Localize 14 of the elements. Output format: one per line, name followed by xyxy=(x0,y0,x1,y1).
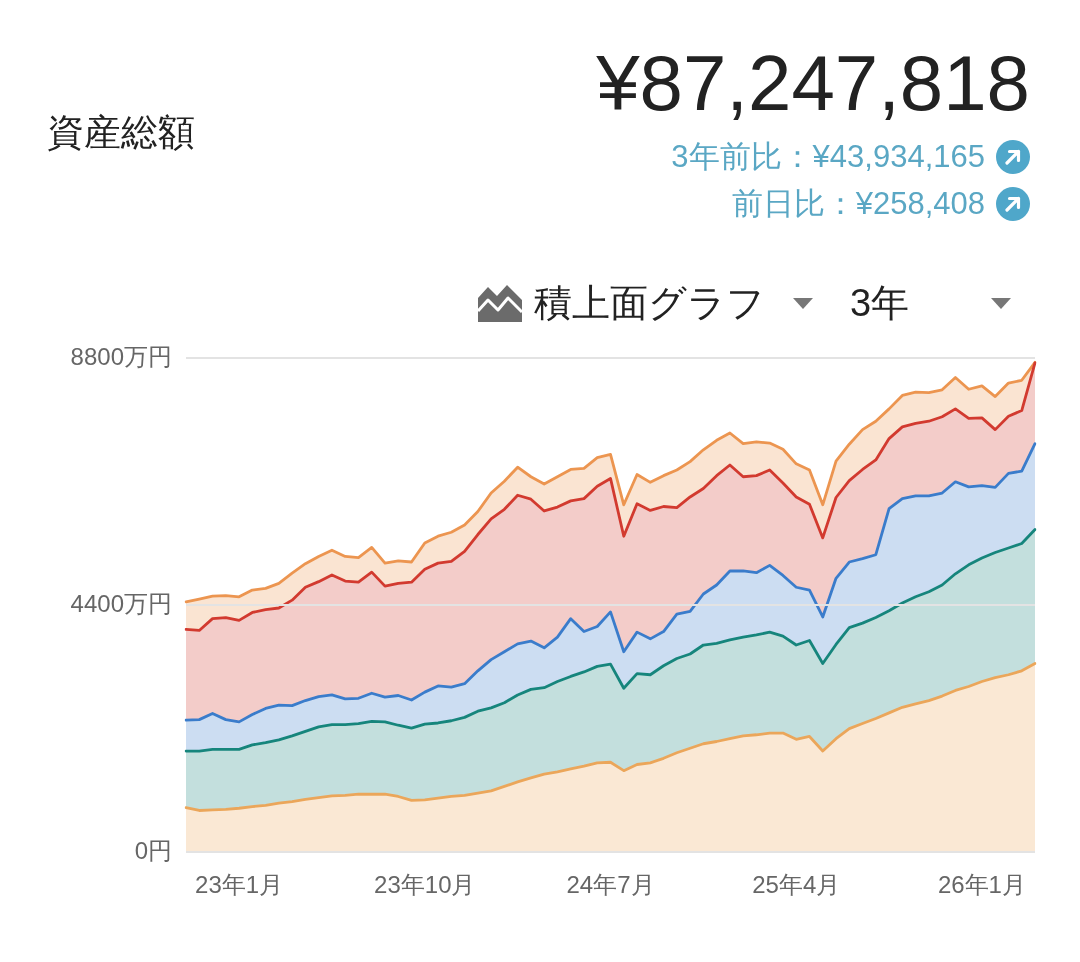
text: 3年前比：¥43,934,165 xyxy=(671,139,985,174)
chart-title: 資産総額 xyxy=(47,112,195,153)
text: 前日比：¥258,408 xyxy=(731,186,985,221)
x-tick-label: 23年10月 xyxy=(374,871,476,899)
y-tick-label: 0円 xyxy=(134,836,172,864)
y-tick-label: 4400万円 xyxy=(70,589,172,617)
y-tick-label: 8800万円 xyxy=(70,343,172,371)
x-tick-label: 26年1月 xyxy=(937,871,1026,899)
text: 積上面グラフ xyxy=(534,282,765,324)
x-tick-label: 23年1月 xyxy=(195,871,284,899)
text: 3年 xyxy=(850,282,910,324)
x-tick-label: 24年7月 xyxy=(566,871,655,899)
x-tick-label: 25年4月 xyxy=(752,871,841,899)
chart-subtitle: ¥87,247,818 xyxy=(596,39,1030,127)
